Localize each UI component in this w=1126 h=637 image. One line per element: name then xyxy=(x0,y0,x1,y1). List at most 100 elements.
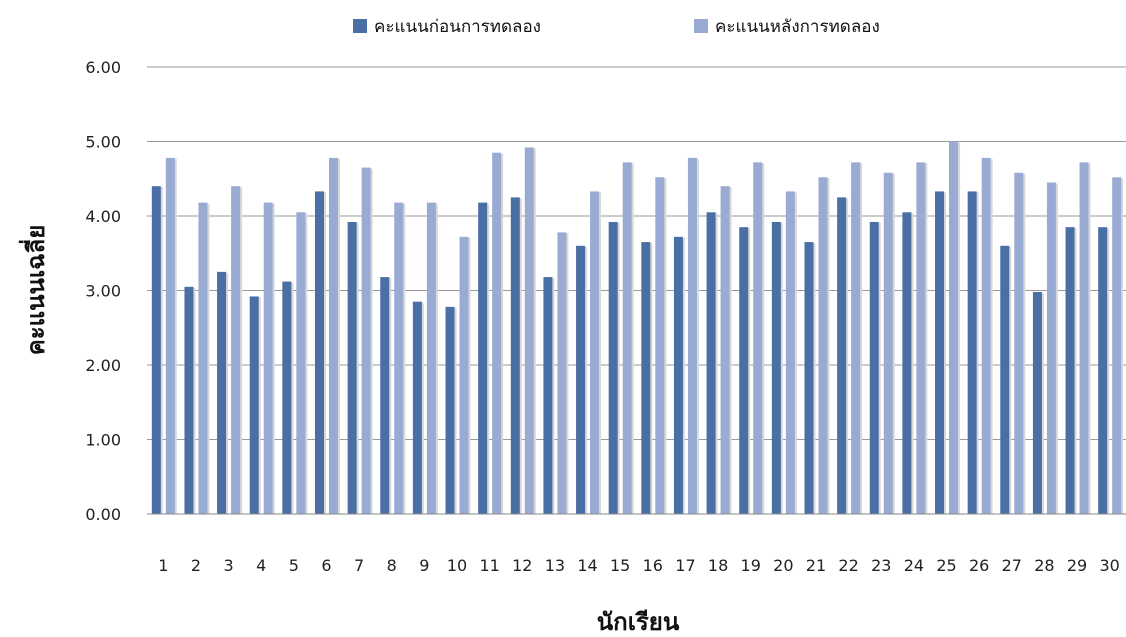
bar-after-24 xyxy=(916,162,926,515)
bar-after-9 xyxy=(426,202,436,514)
y-tick-label: 2.00 xyxy=(85,356,121,375)
bar-after-29 xyxy=(1079,162,1089,515)
bar-before-3 xyxy=(217,271,227,514)
bar-before-16 xyxy=(641,242,651,514)
x-tick-label: 7 xyxy=(354,556,364,575)
bar-after-10 xyxy=(459,236,469,515)
bar-before-29 xyxy=(1065,227,1075,515)
x-tick-label: 17 xyxy=(675,556,695,575)
bar-before-26 xyxy=(967,191,977,515)
bar-before-18 xyxy=(706,212,716,514)
bar-before-14 xyxy=(576,245,586,515)
y-tick-label: 1.00 xyxy=(85,431,121,450)
bar-after-30 xyxy=(1112,177,1122,514)
bar-before-23 xyxy=(869,221,879,514)
bar-before-10 xyxy=(445,306,455,514)
x-tick-label: 29 xyxy=(1067,556,1087,575)
bar-after-2 xyxy=(198,202,208,514)
gridlines xyxy=(147,66,1126,440)
y-tick-label: 3.00 xyxy=(85,282,121,301)
x-axis-title: นักเรียน xyxy=(597,608,680,636)
bar-after-15 xyxy=(622,162,632,515)
legend-label-after: คะแนนหลังการทดลอง xyxy=(715,17,880,37)
x-tick-label: 12 xyxy=(512,556,532,575)
x-tick-label: 8 xyxy=(387,556,397,575)
x-tick-label: 3 xyxy=(223,556,233,575)
x-axis-ticks: 1 2 3 4 5 6 7 8 9 10 11 12 13 14 15 16 17 18 19 20 21 22 23 24 2… xyxy=(158,556,1120,575)
bar-before-6 xyxy=(314,191,324,515)
bar-before-9 xyxy=(412,301,422,514)
bar-before-21 xyxy=(804,242,814,514)
bar-before-20 xyxy=(771,221,781,514)
x-tick-label: 16 xyxy=(643,556,663,575)
x-tick-label: 22 xyxy=(838,556,858,575)
legend: คะแนนก่อนการทดลอง คะแนนหลังการทดลอง xyxy=(353,17,880,37)
bar-after-12 xyxy=(524,147,534,514)
x-tick-label: 28 xyxy=(1034,556,1054,575)
x-tick-label: 4 xyxy=(256,556,266,575)
bar-before-30 xyxy=(1098,227,1108,515)
bar-after-6 xyxy=(328,157,338,514)
bar-before-11 xyxy=(478,202,488,514)
bar-after-14 xyxy=(590,191,600,515)
y-tick-label: 4.00 xyxy=(85,207,121,226)
bar-before-5 xyxy=(282,281,292,514)
x-tick-label: 24 xyxy=(904,556,924,575)
x-tick-label: 6 xyxy=(321,556,331,575)
bar-before-22 xyxy=(837,197,847,514)
bar-before-4 xyxy=(249,296,259,514)
x-tick-label: 10 xyxy=(447,556,467,575)
bar-after-17 xyxy=(687,157,697,514)
bar-after-13 xyxy=(557,232,567,514)
bar-after-25 xyxy=(949,141,959,514)
bar-after-16 xyxy=(655,177,665,514)
x-tick-label: 26 xyxy=(969,556,989,575)
bar-before-25 xyxy=(935,191,945,515)
bar-after-4 xyxy=(263,202,273,514)
bar-after-27 xyxy=(1014,172,1024,515)
x-tick-label: 11 xyxy=(479,556,499,575)
bar-after-8 xyxy=(394,202,404,514)
x-tick-label: 18 xyxy=(708,556,728,575)
x-tick-label: 9 xyxy=(419,556,429,575)
x-tick-label: 27 xyxy=(1002,556,1022,575)
x-tick-label: 30 xyxy=(1100,556,1120,575)
x-tick-label: 1 xyxy=(158,556,168,575)
bar-after-23 xyxy=(883,172,893,515)
bar-after-18 xyxy=(720,186,730,514)
x-tick-label: 14 xyxy=(577,556,597,575)
x-tick-label: 20 xyxy=(773,556,793,575)
legend-label-before: คะแนนก่อนการทดลอง xyxy=(374,17,541,37)
y-tick-label: 6.00 xyxy=(85,58,121,77)
bar-after-20 xyxy=(785,191,795,515)
y-axis-ticks: 0.00 1.00 2.00 3.00 4.00 5.00 6.00 xyxy=(85,58,121,524)
x-tick-label: 19 xyxy=(741,556,761,575)
bar-before-15 xyxy=(608,221,618,514)
bar-before-13 xyxy=(543,277,553,514)
bar-before-28 xyxy=(1032,291,1042,514)
x-tick-label: 13 xyxy=(545,556,565,575)
y-axis-title: คะแนนเฉลี่ย xyxy=(18,225,50,356)
bar-before-17 xyxy=(673,236,683,515)
bar-after-26 xyxy=(981,157,991,514)
x-tick-label: 25 xyxy=(936,556,956,575)
bar-before-24 xyxy=(902,212,912,514)
bar-before-2 xyxy=(184,286,194,514)
bar-before-8 xyxy=(380,277,390,514)
legend-swatch-after xyxy=(694,19,708,33)
y-tick-label: 5.00 xyxy=(85,133,121,152)
bar-after-5 xyxy=(296,212,306,514)
legend-swatch-before xyxy=(353,19,367,33)
bar-before-27 xyxy=(1000,245,1010,515)
bars xyxy=(151,141,1124,515)
bar-before-19 xyxy=(739,227,749,515)
bar-after-7 xyxy=(361,167,371,514)
bar-after-3 xyxy=(231,186,241,514)
x-tick-label: 5 xyxy=(289,556,299,575)
bar-after-19 xyxy=(753,162,763,515)
bar-after-11 xyxy=(492,152,502,515)
bar-after-1 xyxy=(165,157,175,514)
x-tick-label: 23 xyxy=(871,556,891,575)
bar-before-1 xyxy=(151,186,161,514)
